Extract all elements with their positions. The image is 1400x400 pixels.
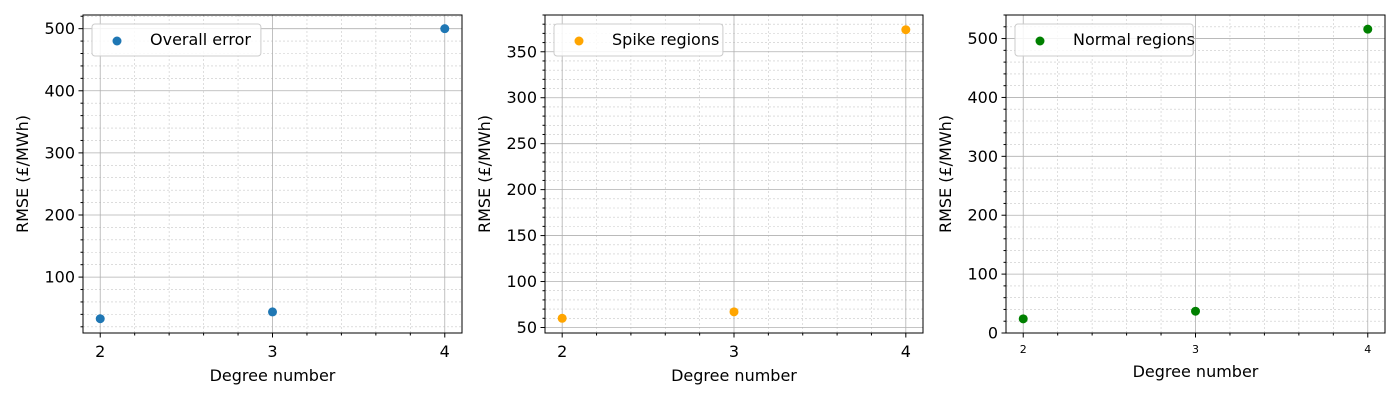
- x-tick-label: 4: [901, 342, 911, 361]
- x-axis-label: Degree number: [210, 366, 336, 385]
- data-point: [901, 25, 911, 35]
- y-tick-label: 200: [506, 180, 537, 199]
- data-point: [268, 307, 277, 317]
- y-tick-label: 0: [988, 324, 998, 343]
- y-tick-label: 100: [967, 265, 998, 284]
- y-tick-label: 100: [44, 268, 75, 287]
- legend-marker: [112, 36, 122, 46]
- chart-panel-3: 2 3 4 0 100 200 300 400 500 Degree number RMSE (£/…: [936, 14, 1386, 381]
- y-tick-label: 50: [517, 318, 537, 337]
- legend-box: [1014, 23, 1194, 57]
- y-tick-label: 500: [44, 19, 75, 38]
- y-tick-label: 200: [44, 205, 75, 224]
- y-tick-label: 300: [967, 147, 998, 166]
- plot-frame: [544, 14, 924, 334]
- y-tick-label: 300: [44, 143, 75, 162]
- x-tick-label: 4: [1364, 343, 1371, 356]
- legend-label: Spike regions: [612, 30, 719, 49]
- data-point: [95, 314, 105, 324]
- y-tick-label: 400: [44, 81, 75, 100]
- x-tick-label: 3: [729, 342, 739, 361]
- x-tick-label: 3: [1192, 343, 1199, 356]
- legend-box: [553, 23, 724, 57]
- legend-marker: [1035, 36, 1045, 46]
- plot-frame: [82, 14, 463, 334]
- data-point: [557, 313, 567, 323]
- y-axis-label: RMSE (£/MWh): [475, 115, 494, 233]
- chart-panel-2: 2 3 4 50 100 150 200 250 300 350 Degree number RMSE…: [475, 14, 924, 385]
- data-point: [1191, 306, 1200, 316]
- y-tick-label: 150: [506, 226, 537, 245]
- x-tick-label: 3: [267, 342, 277, 361]
- x-tick-label: 2: [1020, 343, 1027, 356]
- data-point: [729, 307, 739, 317]
- x-axis-label: Degree number: [671, 366, 797, 385]
- y-tick-label: 250: [506, 134, 537, 153]
- y-tick-label: 100: [506, 272, 537, 291]
- chart-panel-1: 2 3 4 100 200 300 400 500 Degree number RMSE (£/M…: [13, 14, 463, 385]
- y-tick-label: 300: [506, 88, 537, 107]
- y-tick-label: 500: [967, 29, 998, 48]
- x-tick-label: 4: [440, 342, 450, 361]
- y-tick-label: 200: [967, 206, 998, 225]
- x-axis-label: Degree number: [1133, 362, 1259, 381]
- data-point: [440, 24, 450, 34]
- y-axis-label: RMSE (£/MWh): [13, 115, 32, 233]
- x-tick-label: 2: [557, 342, 567, 361]
- plot-frame: [1005, 14, 1386, 334]
- data-point: [1018, 314, 1028, 324]
- y-tick-label: 400: [967, 88, 998, 107]
- y-axis-label: RMSE (£/MWh): [936, 115, 955, 233]
- y-tick-label: 350: [506, 42, 537, 61]
- legend-label: Normal regions: [1073, 30, 1195, 49]
- x-tick-label: 2: [95, 342, 105, 361]
- legend-box: [91, 23, 262, 57]
- legend-label: Overall error: [150, 30, 251, 49]
- data-point: [1363, 24, 1373, 34]
- legend-marker: [574, 36, 584, 46]
